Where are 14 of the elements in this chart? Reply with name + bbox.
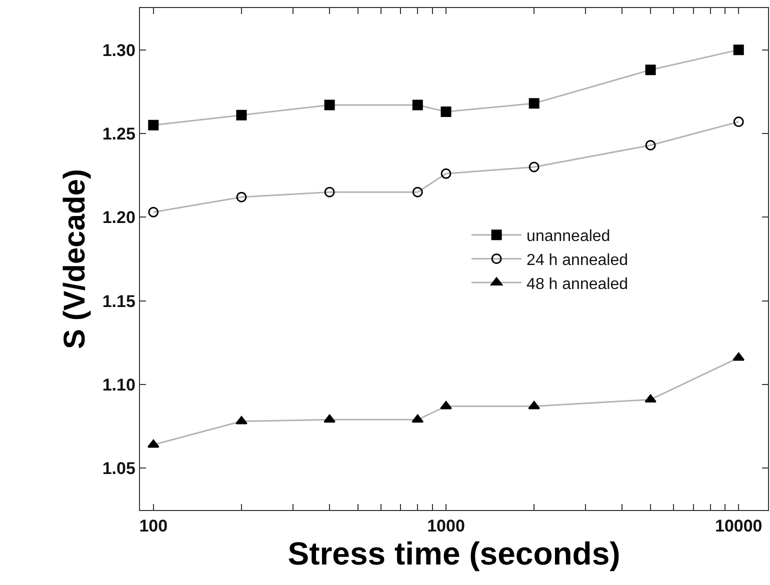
x-axis-title: Stress time (seconds) <box>288 536 620 572</box>
y-tick-label: 1.20 <box>102 208 136 228</box>
y-tick-label: 1.30 <box>102 40 136 60</box>
x-tick-label: 10000 <box>714 516 762 536</box>
y-axis-title: S (V/decade) <box>58 168 92 350</box>
x-tick-label: 1000 <box>427 516 465 536</box>
y-tick-label: 1.15 <box>102 292 136 311</box>
y-tick-label: 1.05 <box>102 459 136 478</box>
legend-label: 48 h annealed <box>526 276 628 293</box>
y-tick-label: 1.10 <box>102 375 136 394</box>
legend-label: unannealed <box>526 228 610 246</box>
y-tick-label: 1.25 <box>102 124 136 144</box>
x-tick-label: 100 <box>139 516 168 536</box>
legend-label: 24 h annealed <box>526 252 628 269</box>
